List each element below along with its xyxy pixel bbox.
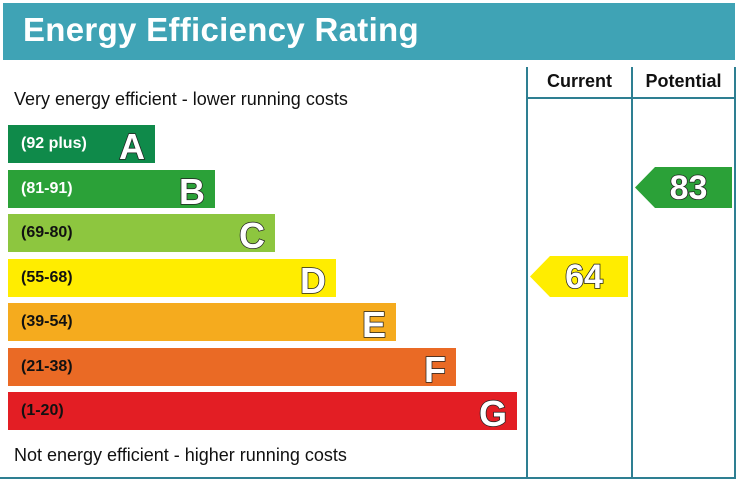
current-column-header: Current [546, 71, 612, 91]
band-range: (81-91) [21, 180, 73, 197]
current-rating-arrow: 64 [530, 256, 628, 297]
potential-rating-value: 83 [669, 168, 708, 208]
title-bar: Energy Efficiency Rating [3, 3, 735, 60]
band-range: (1-20) [21, 402, 64, 419]
band-range: (92 plus) [21, 135, 87, 152]
band-letter: G [478, 392, 508, 435]
bottom-note: Not energy efficient - higher running co… [14, 445, 347, 465]
column-divider [526, 67, 528, 479]
bottom-border [0, 477, 736, 479]
band-range: (21-38) [21, 358, 73, 375]
band-range: (39-54) [21, 313, 73, 330]
band-bar-c: (69-80) C [8, 214, 275, 257]
band-letter: A [118, 125, 146, 168]
chart-title: Energy Efficiency Rating [23, 11, 419, 48]
band-bar-d: (55-68) D [8, 259, 336, 302]
band-letter: C [238, 214, 266, 257]
column-divider [631, 67, 633, 479]
potential-column-header: Potential [645, 71, 722, 91]
band-range: (55-68) [21, 269, 73, 286]
band-letter: D [299, 259, 327, 302]
band-letter: E [361, 303, 387, 346]
band-bar-f: (21-38) F [8, 348, 456, 391]
current-rating-value: 64 [564, 257, 603, 297]
column-divider [734, 67, 736, 479]
band-bar-b: (81-91) B [8, 170, 215, 213]
band-bar-a: (92 plus) A [8, 125, 155, 168]
band-letter: B [178, 170, 206, 213]
band-range: (69-80) [21, 224, 73, 241]
potential-rating-arrow: 83 [635, 167, 732, 208]
band-letter: F [423, 348, 447, 391]
top-note: Very energy efficient - lower running co… [14, 89, 348, 109]
header-divider [526, 97, 736, 99]
band-bar-e: (39-54) E [8, 303, 396, 346]
band-bar-g: (1-20) G [8, 392, 517, 435]
